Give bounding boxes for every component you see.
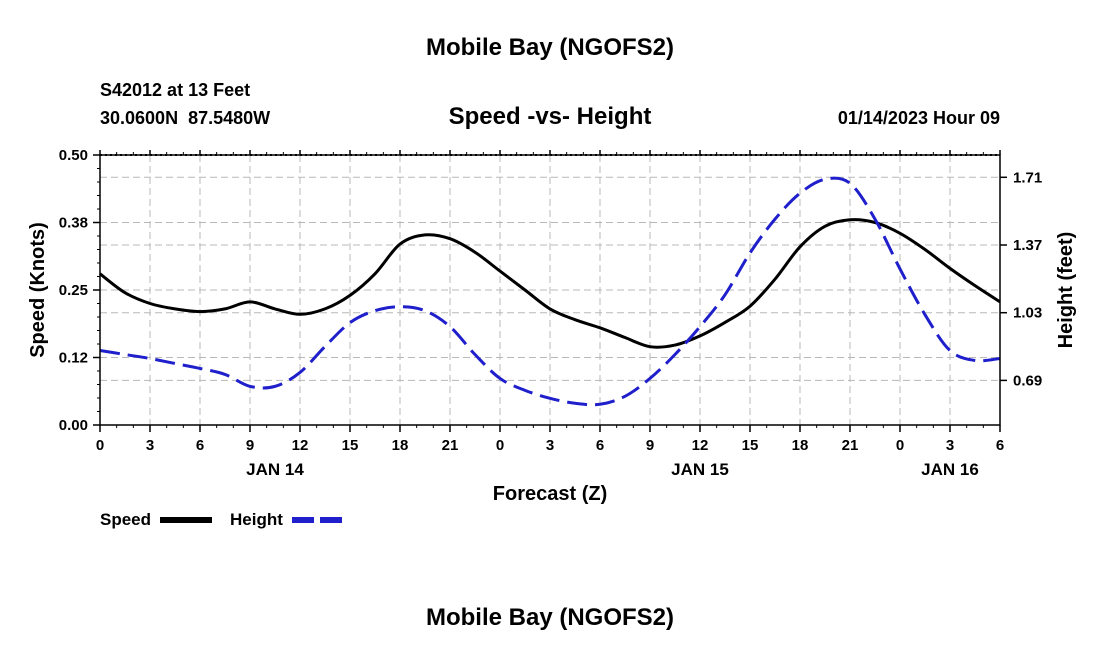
y-right-tick-label: 0.69 bbox=[1013, 372, 1042, 389]
y-left-tick-label: 0.38 bbox=[59, 215, 88, 232]
y-right-tick-label: 1.03 bbox=[1013, 305, 1042, 322]
x-tick-label: 12 bbox=[692, 437, 709, 454]
series-height-line bbox=[99, 176, 1001, 407]
x-tick-label: 9 bbox=[646, 437, 654, 454]
x-tick-label: 21 bbox=[842, 437, 859, 454]
chart-title: Speed -vs- Height bbox=[449, 103, 652, 130]
axes: 0 3 6 9 12 15 18 21 0 3 6 9 12 15 18 21 0 3 6 0.00 0.12 0.25 0… bbox=[59, 147, 1042, 479]
x-tick-label: 6 bbox=[996, 437, 1004, 454]
main-title: Mobile Bay (NGOFS2) bbox=[426, 34, 674, 61]
x-tick-label: 3 bbox=[546, 437, 554, 454]
y-axis-right-label: Height (feet) bbox=[1055, 232, 1077, 349]
y-axis-left-label: Speed (Knots) bbox=[27, 222, 49, 358]
y-left-tick-label: 0.00 bbox=[59, 417, 88, 434]
date-label: JAN 16 bbox=[921, 460, 979, 479]
date-label: JAN 15 bbox=[671, 460, 729, 479]
footer-title: Mobile Bay (NGOFS2) bbox=[426, 604, 674, 631]
x-tick-label: 0 bbox=[896, 437, 904, 454]
x-tick-label: 3 bbox=[146, 437, 154, 454]
x-tick-label: 0 bbox=[96, 437, 104, 454]
x-tick-label: 9 bbox=[246, 437, 254, 454]
legend-speed-label: Speed bbox=[100, 510, 151, 529]
series-speed-line bbox=[99, 218, 1001, 349]
x-tick-label: 15 bbox=[342, 437, 359, 454]
x-tick-label: 15 bbox=[742, 437, 759, 454]
series-lines bbox=[99, 176, 1001, 407]
legend-height-label: Height bbox=[230, 510, 283, 529]
x-tick-label: 6 bbox=[596, 437, 604, 454]
x-tick-label: 12 bbox=[292, 437, 309, 454]
coordinates-label: 30.0600N 87.5480W bbox=[100, 108, 270, 128]
y-left-tick-label: 0.50 bbox=[59, 147, 88, 164]
x-axis-label: Forecast (Z) bbox=[493, 483, 607, 505]
x-tick-label: 18 bbox=[792, 437, 809, 454]
x-tick-label: 6 bbox=[196, 437, 204, 454]
date-label: 01/14/2023 Hour 09 bbox=[838, 108, 1000, 128]
x-tick-label: 18 bbox=[392, 437, 409, 454]
grid bbox=[100, 155, 1000, 425]
y-right-tick-label: 1.37 bbox=[1013, 237, 1042, 254]
x-tick-label: 0 bbox=[496, 437, 504, 454]
y-right-tick-label: 1.71 bbox=[1013, 169, 1042, 186]
legend: Speed Height bbox=[100, 510, 344, 529]
station-label: S42012 at 13 Feet bbox=[100, 80, 250, 100]
y-left-tick-label: 0.25 bbox=[59, 282, 88, 299]
x-tick-label: 21 bbox=[442, 437, 459, 454]
date-label: JAN 14 bbox=[246, 460, 304, 479]
x-tick-label: 3 bbox=[946, 437, 954, 454]
y-left-tick-label: 0.12 bbox=[59, 350, 88, 367]
